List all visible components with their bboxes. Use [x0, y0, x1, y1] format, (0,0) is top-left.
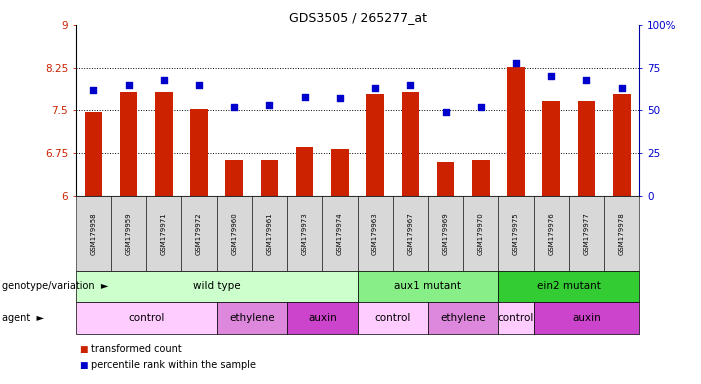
- Text: control: control: [128, 313, 164, 323]
- Text: transformed count: transformed count: [91, 344, 182, 354]
- Bar: [578, 101, 595, 196]
- FancyBboxPatch shape: [182, 196, 217, 271]
- FancyBboxPatch shape: [287, 302, 358, 334]
- Point: [440, 109, 451, 115]
- FancyBboxPatch shape: [463, 196, 498, 271]
- Text: agent  ►: agent ►: [2, 313, 44, 323]
- FancyBboxPatch shape: [498, 196, 533, 271]
- Bar: [261, 160, 278, 196]
- Text: control: control: [374, 313, 411, 323]
- Bar: [367, 94, 384, 196]
- Bar: [613, 94, 630, 196]
- Point: [369, 85, 381, 91]
- Bar: [155, 92, 172, 196]
- Point: [193, 82, 205, 88]
- Text: GSM179969: GSM179969: [442, 212, 449, 255]
- Point: [334, 95, 346, 101]
- FancyBboxPatch shape: [111, 196, 147, 271]
- FancyBboxPatch shape: [252, 196, 287, 271]
- Bar: [190, 109, 207, 196]
- Text: control: control: [498, 313, 534, 323]
- FancyBboxPatch shape: [217, 196, 252, 271]
- Point: [158, 76, 170, 83]
- Point: [510, 60, 522, 66]
- FancyBboxPatch shape: [569, 196, 604, 271]
- Bar: [437, 162, 454, 196]
- Text: GSM179970: GSM179970: [478, 212, 484, 255]
- Bar: [543, 101, 560, 196]
- Text: wild type: wild type: [193, 281, 240, 291]
- FancyBboxPatch shape: [358, 196, 393, 271]
- Bar: [402, 92, 419, 196]
- Text: auxin: auxin: [572, 313, 601, 323]
- Bar: [472, 160, 489, 196]
- Text: GSM179978: GSM179978: [619, 212, 625, 255]
- Text: GSM179975: GSM179975: [513, 212, 519, 255]
- Text: GSM179958: GSM179958: [90, 212, 96, 255]
- Text: GSM179960: GSM179960: [231, 212, 237, 255]
- Point: [264, 102, 275, 108]
- Text: percentile rank within the sample: percentile rank within the sample: [91, 360, 256, 370]
- Text: GSM179977: GSM179977: [583, 212, 590, 255]
- FancyBboxPatch shape: [428, 302, 498, 334]
- Text: ethylene: ethylene: [229, 313, 275, 323]
- Text: ethylene: ethylene: [440, 313, 486, 323]
- FancyBboxPatch shape: [533, 196, 569, 271]
- FancyBboxPatch shape: [498, 302, 533, 334]
- FancyBboxPatch shape: [358, 302, 428, 334]
- FancyBboxPatch shape: [358, 271, 498, 302]
- Point: [475, 104, 486, 110]
- FancyBboxPatch shape: [428, 196, 463, 271]
- Text: GSM179974: GSM179974: [337, 212, 343, 255]
- FancyBboxPatch shape: [76, 271, 358, 302]
- Text: GSM179963: GSM179963: [372, 212, 378, 255]
- Point: [581, 76, 592, 83]
- FancyBboxPatch shape: [76, 302, 217, 334]
- Text: auxin: auxin: [308, 313, 336, 323]
- FancyBboxPatch shape: [393, 196, 428, 271]
- Point: [616, 85, 627, 91]
- Text: ■: ■: [79, 361, 88, 370]
- Point: [299, 94, 311, 100]
- Text: GSM179976: GSM179976: [548, 212, 554, 255]
- Point: [404, 82, 416, 88]
- FancyBboxPatch shape: [604, 196, 639, 271]
- FancyBboxPatch shape: [287, 196, 322, 271]
- Text: GSM179959: GSM179959: [125, 212, 132, 255]
- Point: [123, 82, 134, 88]
- Text: ■: ■: [79, 344, 88, 354]
- Text: aux1 mutant: aux1 mutant: [395, 281, 461, 291]
- Bar: [331, 149, 348, 196]
- FancyBboxPatch shape: [147, 196, 182, 271]
- Text: GSM179971: GSM179971: [161, 212, 167, 255]
- Text: GSM179967: GSM179967: [407, 212, 414, 255]
- FancyBboxPatch shape: [533, 302, 639, 334]
- Text: ein2 mutant: ein2 mutant: [537, 281, 601, 291]
- Text: GSM179973: GSM179973: [301, 212, 308, 255]
- FancyBboxPatch shape: [217, 302, 287, 334]
- Point: [545, 73, 557, 79]
- FancyBboxPatch shape: [76, 196, 111, 271]
- Bar: [120, 92, 137, 196]
- Point: [229, 104, 240, 110]
- FancyBboxPatch shape: [322, 196, 358, 271]
- FancyBboxPatch shape: [498, 271, 639, 302]
- Bar: [85, 112, 102, 196]
- Text: genotype/variation  ►: genotype/variation ►: [2, 281, 109, 291]
- Title: GDS3505 / 265277_at: GDS3505 / 265277_at: [289, 11, 426, 24]
- Bar: [296, 147, 313, 196]
- Bar: [508, 66, 525, 196]
- Text: GSM179972: GSM179972: [196, 212, 202, 255]
- Bar: [226, 160, 243, 196]
- Point: [88, 87, 99, 93]
- Text: GSM179961: GSM179961: [266, 212, 273, 255]
